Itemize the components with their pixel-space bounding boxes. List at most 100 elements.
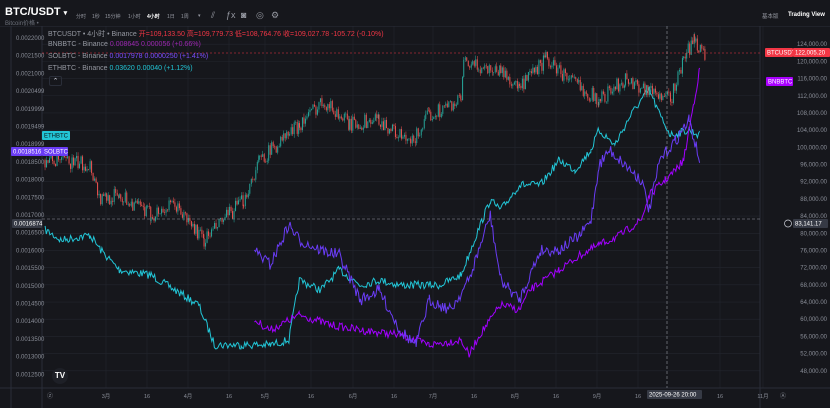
candle-body bbox=[321, 98, 323, 107]
candle-body bbox=[558, 65, 560, 68]
interval-1w[interactable]: 1周 bbox=[181, 14, 189, 20]
camera-icon[interactable]: ◙ bbox=[241, 10, 247, 20]
gear-icon[interactable]: ⚙ bbox=[271, 10, 280, 20]
candle-body bbox=[144, 207, 146, 217]
legend-value: 0.0017978 bbox=[109, 53, 143, 60]
candle-body bbox=[337, 109, 339, 119]
candle-body bbox=[490, 65, 492, 71]
candle-body bbox=[203, 238, 205, 247]
candle-body bbox=[94, 178, 96, 181]
candle-body bbox=[310, 108, 312, 110]
candle-body bbox=[238, 200, 240, 205]
btc-tag: BTCUSDT bbox=[767, 51, 796, 57]
candle-body bbox=[382, 121, 384, 131]
symbol-selector[interactable]: BTC/USDT ▾ bbox=[5, 6, 67, 18]
candle-body bbox=[133, 202, 135, 211]
candle-body bbox=[669, 92, 671, 98]
candle-body bbox=[53, 160, 55, 165]
candle-body bbox=[653, 88, 655, 95]
candle-body bbox=[138, 201, 140, 204]
candle-body bbox=[298, 123, 300, 134]
candle-body bbox=[535, 66, 537, 73]
more-intervals-chevron-icon[interactable]: ▾ bbox=[198, 13, 201, 19]
left-axis-label: 0.0017500 bbox=[16, 195, 45, 201]
candle-body bbox=[513, 82, 515, 85]
legend-ethbtc[interactable]: ETHBTC - Binance 0.03620 0.00040 (+1.12%… bbox=[48, 65, 193, 72]
candle-chart-icon[interactable]: ⫽ bbox=[211, 10, 216, 20]
settings-icon[interactable]: ◎ bbox=[256, 10, 264, 20]
legend-change: 0.0000250 (+1.41%) bbox=[144, 53, 209, 60]
candle-body bbox=[85, 166, 87, 171]
candle-body bbox=[58, 154, 60, 160]
interval-1h[interactable]: 1小时 bbox=[128, 14, 141, 20]
candle-body bbox=[381, 121, 383, 127]
candle-body bbox=[92, 172, 94, 181]
tradingview-tab[interactable]: Trading View bbox=[788, 12, 825, 18]
candle-body bbox=[487, 66, 489, 74]
candle-body bbox=[164, 212, 166, 213]
top-bar bbox=[0, 0, 830, 26]
candle-body bbox=[642, 83, 644, 89]
basic-view-tab[interactable]: 基本版 bbox=[762, 14, 779, 20]
candle-body bbox=[281, 136, 283, 141]
candle-body bbox=[168, 200, 170, 211]
interval-4h[interactable]: 4小时 bbox=[147, 14, 160, 20]
interval-1s[interactable]: 1秒 bbox=[92, 14, 100, 20]
candle-body bbox=[619, 84, 621, 92]
candle-body bbox=[328, 104, 330, 109]
candle-body bbox=[306, 116, 308, 119]
legend-main: BTCUSDT • 4小时 • Binance 开=109,133.50 高=1… bbox=[48, 29, 384, 39]
ethbtc-tag: ETHBTC bbox=[44, 134, 69, 140]
candle-body bbox=[448, 102, 450, 108]
candle-body bbox=[548, 58, 550, 67]
solbtc-tag-bg bbox=[42, 147, 68, 156]
candle-body bbox=[233, 211, 235, 219]
candle-body bbox=[101, 194, 103, 205]
candle-body bbox=[416, 128, 418, 144]
candle-body bbox=[388, 129, 390, 134]
candle-body bbox=[576, 78, 578, 83]
candle-body bbox=[313, 104, 315, 107]
candle-body bbox=[129, 204, 131, 206]
candle-body bbox=[541, 62, 543, 71]
candle-body bbox=[121, 198, 123, 203]
candle-body bbox=[439, 104, 441, 118]
interval-15m[interactable]: 15分钟 bbox=[105, 14, 121, 20]
candle-body bbox=[686, 52, 688, 59]
tradingview-logo[interactable]: TV bbox=[52, 368, 68, 384]
candle-body bbox=[368, 119, 370, 122]
right-axis-label: 108,000.00 bbox=[797, 111, 828, 117]
candle-body bbox=[183, 212, 185, 218]
indicator-icon[interactable]: ƒx bbox=[226, 10, 236, 20]
candle-body bbox=[503, 67, 505, 78]
collapse-legend-button[interactable]: ⌃ bbox=[49, 76, 62, 86]
legend-bnbbtc[interactable]: BNBBTC - Binance 0.008645 0.000056 (+0.6… bbox=[48, 41, 201, 48]
candle-body bbox=[195, 224, 197, 234]
candle-body bbox=[433, 117, 435, 119]
candle-body bbox=[526, 75, 528, 81]
interval-1d[interactable]: 1日 bbox=[167, 14, 175, 20]
candle-body bbox=[654, 88, 656, 93]
interval-1[interactable]: 分时 bbox=[76, 14, 87, 20]
candle-body bbox=[379, 124, 381, 127]
candle-body bbox=[464, 57, 466, 60]
candle-body bbox=[44, 159, 46, 168]
candle-body bbox=[518, 84, 520, 86]
candle-body bbox=[678, 69, 680, 72]
candle-body bbox=[364, 114, 366, 128]
candle-body bbox=[638, 84, 640, 93]
candle-body bbox=[331, 101, 333, 111]
candle-body bbox=[377, 114, 379, 119]
legend-change: -105.72 (-0.10%) bbox=[331, 31, 384, 38]
candle-body bbox=[202, 233, 204, 239]
crosshair-left-value: 0.0016874 bbox=[14, 222, 43, 228]
candle-body bbox=[501, 67, 503, 74]
candle-body bbox=[295, 122, 297, 123]
candle-body bbox=[437, 104, 439, 117]
candle-body bbox=[113, 189, 115, 202]
candle-body bbox=[515, 81, 517, 83]
legend-solbtc[interactable]: SOLBTC - Binance 0.0017978 0.0000250 (+1… bbox=[48, 53, 208, 60]
candle-body bbox=[639, 88, 641, 93]
right-axis-label: 124,000.00 bbox=[797, 42, 828, 48]
